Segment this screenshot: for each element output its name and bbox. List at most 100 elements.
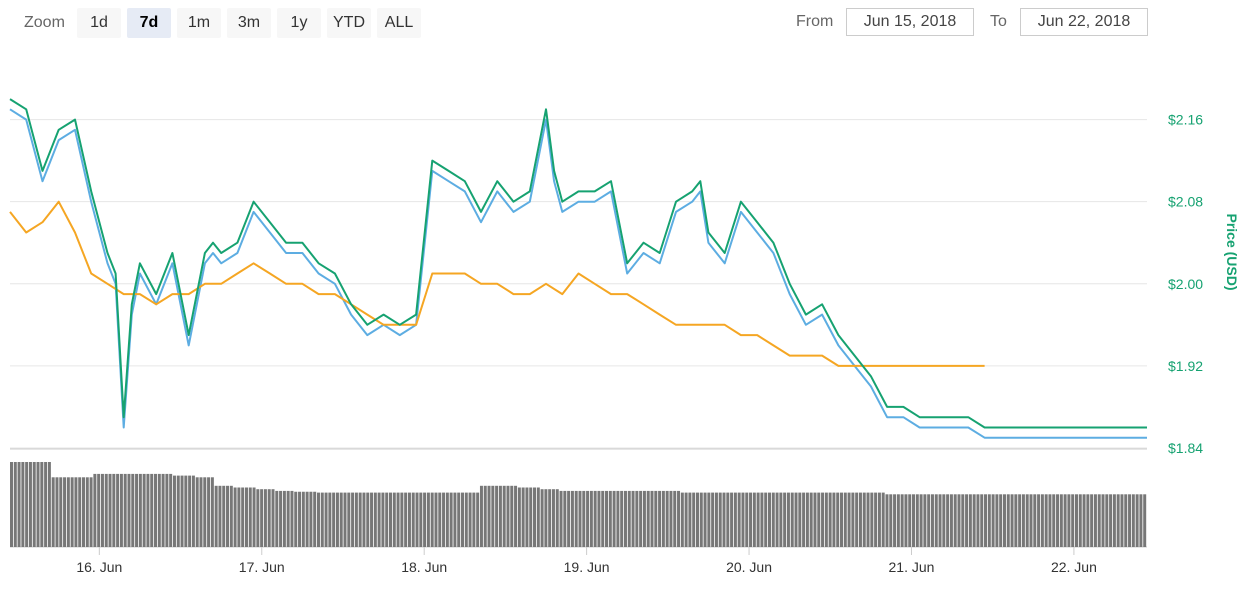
volume-bar: [1131, 494, 1135, 547]
volume-bar: [502, 485, 506, 547]
volume-bar: [665, 490, 669, 547]
volume-bar: [207, 477, 211, 547]
volume-bar: [915, 494, 919, 547]
volume-bar: [256, 489, 260, 547]
volume-bar: [275, 490, 279, 547]
volume-bar: [692, 492, 696, 547]
volume-bar: [548, 489, 552, 547]
volume-bar: [135, 473, 139, 547]
volume-bar: [1116, 494, 1120, 547]
volume-bar: [366, 492, 370, 547]
volume-bar: [574, 490, 578, 547]
volume-bar: [476, 492, 480, 547]
zoom-1d-button[interactable]: 1d: [77, 8, 121, 38]
volume-bar: [377, 492, 381, 547]
range-to-input[interactable]: [1020, 8, 1148, 36]
zoom-label: Zoom: [24, 14, 65, 31]
volume-bar: [1025, 494, 1029, 547]
volume-bar: [722, 492, 726, 547]
volume-bar: [877, 492, 881, 547]
volume-bar: [938, 494, 942, 547]
volume-bar: [411, 492, 415, 547]
y-tick-label: $2.16: [1168, 112, 1203, 128]
volume-bar: [17, 462, 21, 547]
volume-bar: [1037, 494, 1041, 547]
volume-bar: [805, 492, 809, 547]
volume-bar: [97, 473, 101, 547]
volume-bar: [957, 494, 961, 547]
volume-bar: [237, 487, 241, 547]
x-axis-ticks: 16. Jun 17. Jun 18. Jun 19. Jun 20. Jun 21. J…: [76, 547, 1097, 575]
volume-bar: [36, 462, 40, 547]
volume-bar: [138, 473, 142, 547]
volume-bar: [987, 494, 991, 547]
volume-bar: [396, 492, 400, 547]
volume-bar: [267, 489, 271, 547]
volume-bar: [332, 492, 336, 547]
volume-bar: [1071, 494, 1075, 547]
zoom-all-button[interactable]: ALL: [377, 8, 421, 38]
volume-bar: [802, 492, 806, 547]
volume-bar: [191, 475, 195, 547]
volume-bar: [961, 494, 965, 547]
volume-bar: [195, 477, 199, 547]
volume-bar: [1014, 494, 1018, 547]
volume-bar: [639, 490, 643, 547]
volume-bar: [260, 489, 264, 547]
volume-bar: [479, 485, 483, 547]
volume-bar: [1097, 494, 1101, 547]
zoom-1y-button[interactable]: 1y: [277, 8, 321, 38]
x-tick-label: 20. Jun: [726, 559, 772, 575]
y-axis-ticks: $1.84 $1.92 $2.00 $2.08 $2.16: [1168, 112, 1203, 456]
zoom-3m-button[interactable]: 3m: [227, 8, 271, 38]
price-lines: [9, 98, 1147, 439]
volume-bar: [184, 475, 188, 547]
volume-bar: [415, 492, 419, 547]
volume-bar: [786, 492, 790, 547]
x-tick-label: 16. Jun: [76, 559, 122, 575]
volume-bar: [47, 462, 51, 547]
volume-bar: [900, 494, 904, 547]
volume-bar: [335, 492, 339, 547]
volume-bar: [464, 492, 468, 547]
volume-bar: [832, 492, 836, 547]
volume-bar: [241, 487, 245, 547]
volume-bar: [146, 473, 150, 547]
volume-bar: [426, 492, 430, 547]
volume-bar: [161, 473, 165, 547]
volume-bar: [904, 494, 908, 547]
zoom-ytd-button[interactable]: YTD: [327, 8, 371, 38]
volume-bar: [695, 492, 699, 547]
volume-bar: [142, 473, 146, 547]
volume-bar: [385, 492, 389, 547]
volume-bar: [1090, 494, 1094, 547]
volume-bar: [362, 492, 366, 547]
volume-bar: [434, 492, 438, 547]
volume-bar: [472, 492, 476, 547]
range-from-input[interactable]: [846, 8, 974, 36]
volume-bar: [116, 473, 120, 547]
volume-bar: [896, 494, 900, 547]
volume-bar: [942, 494, 946, 547]
volume-bar: [821, 492, 825, 547]
volume-bar: [965, 494, 969, 547]
volume-bar: [783, 492, 787, 547]
volume-bar: [1109, 494, 1113, 547]
zoom-7d-button[interactable]: 7d: [127, 8, 171, 38]
volume-bar: [635, 490, 639, 547]
volume-bar: [453, 492, 457, 547]
volume-bar: [423, 492, 427, 547]
volume-bar: [756, 492, 760, 547]
volume-bar: [650, 490, 654, 547]
volume-bar: [790, 492, 794, 547]
volume-bar: [874, 492, 878, 547]
volume-bar: [984, 494, 988, 547]
zoom-1m-button[interactable]: 1m: [177, 8, 221, 38]
volume-bar: [1010, 494, 1014, 547]
volume-bar: [521, 487, 525, 547]
volume-bar: [824, 492, 828, 547]
volume-bar: [89, 477, 93, 547]
y-tick-label: $2.00: [1168, 276, 1203, 292]
volume-bar: [244, 487, 248, 547]
